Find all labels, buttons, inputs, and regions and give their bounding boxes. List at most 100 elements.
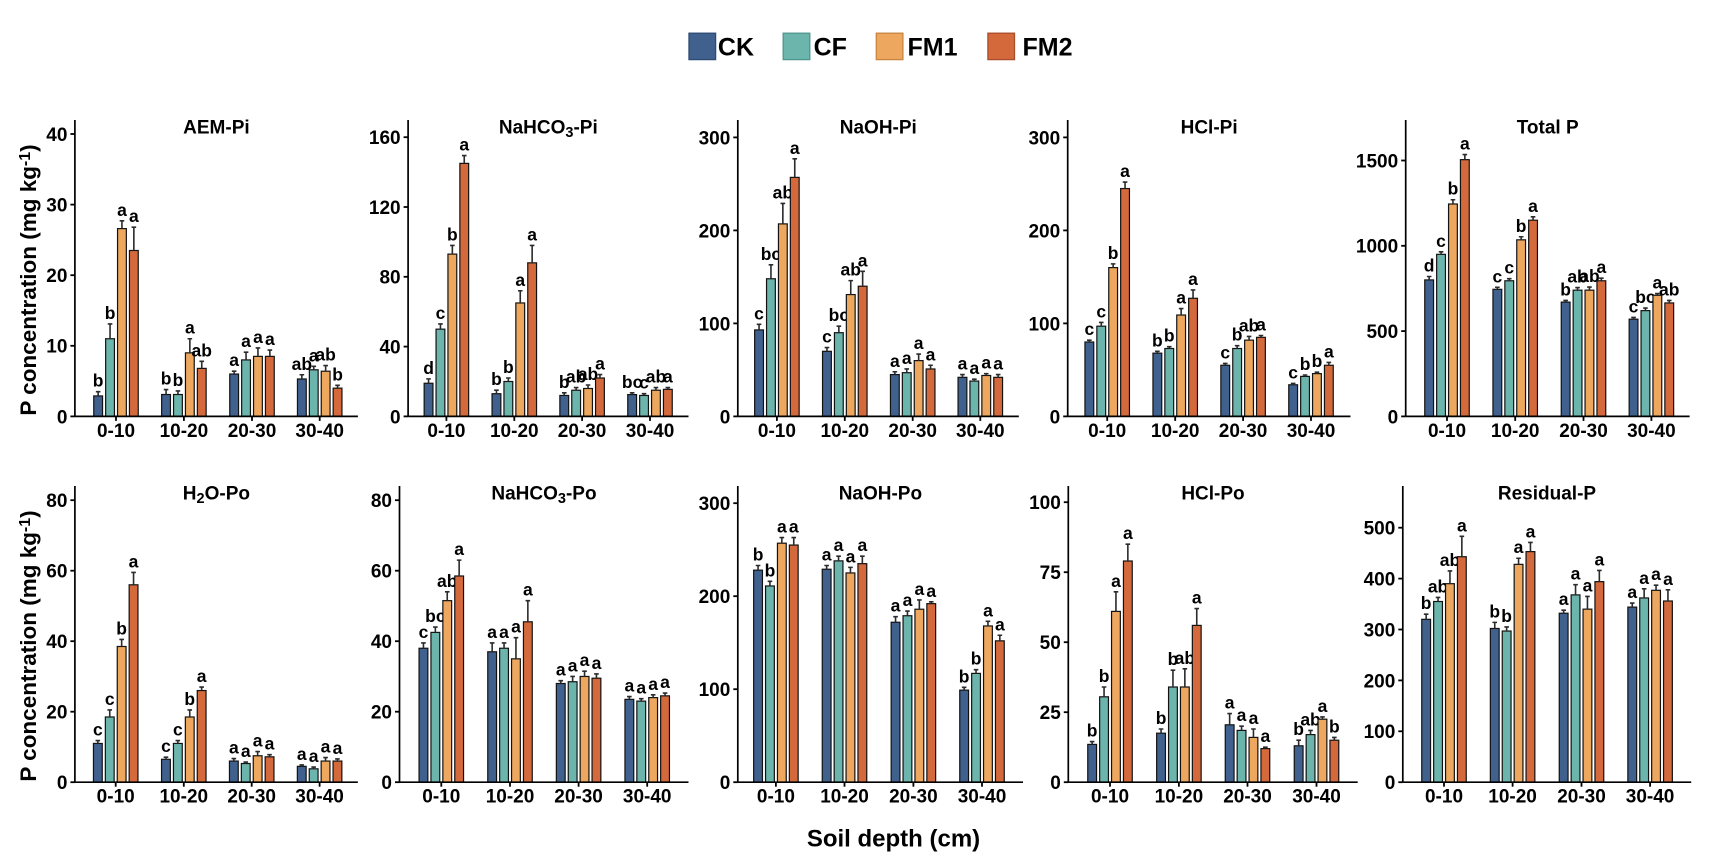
svg-text:b: b [1099,666,1110,686]
svg-text:40: 40 [371,632,392,653]
svg-text:a: a [789,517,799,537]
svg-text:200: 200 [1028,221,1060,242]
svg-text:a: a [568,655,578,675]
svg-text:a: a [129,206,139,226]
svg-text:500: 500 [1366,322,1398,343]
svg-text:b: b [1516,216,1527,236]
svg-text:20-30: 20-30 [1557,787,1606,808]
svg-text:300: 300 [1028,128,1060,149]
svg-text:0-10: 0-10 [1425,787,1463,808]
svg-text:a: a [297,744,307,764]
svg-text:ab: ab [1300,709,1320,729]
svg-text:100: 100 [1028,314,1060,335]
svg-text:a: a [926,581,936,601]
svg-text:b: b [971,649,982,669]
svg-text:b: b [173,370,184,390]
svg-text:0-10: 0-10 [1091,787,1129,808]
svg-text:0-10: 0-10 [758,421,796,442]
svg-text:a: a [511,617,521,637]
svg-text:CF: CF [814,33,847,61]
svg-text:b: b [93,371,104,391]
svg-text:a: a [1256,314,1266,334]
svg-text:10-20: 10-20 [1491,421,1540,442]
svg-text:300: 300 [1364,620,1396,641]
svg-text:a: a [1528,196,1538,216]
svg-text:c: c [173,720,183,740]
svg-text:a: a [858,250,868,270]
svg-text:30-40: 30-40 [626,421,675,442]
svg-text:a: a [1123,523,1133,543]
svg-text:a: a [983,600,993,620]
svg-text:c: c [754,303,764,323]
svg-text:a: a [1260,726,1270,746]
svg-text:40: 40 [46,125,67,146]
svg-text:200: 200 [1364,671,1396,692]
svg-text:b: b [1232,325,1243,345]
svg-text:a: a [1188,269,1198,289]
svg-text:0: 0 [1050,407,1061,428]
svg-text:c: c [105,689,115,709]
svg-text:30-40: 30-40 [295,787,344,808]
svg-text:30-40: 30-40 [1627,421,1676,442]
svg-text:30-40: 30-40 [1292,787,1341,808]
svg-text:b: b [1156,708,1167,728]
svg-text:a: a [241,741,251,761]
svg-text:c: c [822,327,832,347]
svg-text:0-10: 0-10 [97,787,135,808]
svg-text:c: c [1504,258,1514,278]
svg-text:10-20: 10-20 [159,787,208,808]
svg-text:20: 20 [46,703,67,724]
svg-text:0: 0 [57,773,68,794]
svg-text:NaHCO3​-Po: NaHCO3​-Po [491,484,596,508]
svg-text:20: 20 [371,703,392,724]
svg-text:ab: ab [773,182,793,202]
svg-text:b: b [184,689,195,709]
svg-text:b: b [491,369,502,389]
svg-text:NaOH-Pi: NaOH-Pi [840,118,917,139]
svg-text:a: a [265,329,275,349]
svg-text:Residual-P: Residual-P [1498,484,1597,505]
svg-text:a: a [1594,549,1604,569]
svg-text:20-30: 20-30 [888,421,937,442]
svg-text:a: a [1651,564,1661,584]
svg-text:40: 40 [379,338,400,359]
svg-text:a: a [846,546,856,566]
svg-text:20-30: 20-30 [1219,421,1268,442]
svg-text:c: c [436,303,446,323]
svg-text:120: 120 [369,198,401,219]
svg-text:c: c [1629,296,1639,316]
svg-text:0-10: 0-10 [1428,421,1466,442]
svg-text:b: b [559,372,570,392]
svg-text:a: a [1225,693,1235,713]
svg-text:100: 100 [1364,722,1396,743]
svg-text:60: 60 [371,562,392,583]
svg-text:a: a [914,333,924,353]
svg-text:a: a [663,367,673,387]
svg-text:a: a [1460,134,1470,154]
svg-text:a: a [857,535,867,555]
svg-text:0: 0 [390,407,401,428]
svg-text:10-20: 10-20 [1151,421,1200,442]
svg-text:30-40: 30-40 [1626,787,1675,808]
svg-text:a: a [592,653,602,673]
svg-text:ab: ab [1440,550,1460,570]
svg-text:a: a [648,674,658,694]
svg-text:c: c [419,622,429,642]
svg-text:ab: ab [292,354,312,374]
svg-text:a: a [229,738,239,758]
svg-text:10-20: 10-20 [820,421,869,442]
svg-text:bc: bc [622,372,643,392]
svg-text:bc: bc [829,305,850,325]
svg-text:NaHCO3​-Pi: NaHCO3​-Pi [499,118,598,142]
svg-text:a: a [1318,696,1328,716]
svg-text:20-30: 20-30 [1559,421,1608,442]
svg-text:a: a [454,539,464,559]
svg-text:10-20: 10-20 [486,787,535,808]
svg-text:a: a [1324,341,1334,361]
svg-text:10-20: 10-20 [160,421,209,442]
svg-text:10: 10 [46,337,67,358]
svg-text:10-20: 10-20 [490,421,539,442]
svg-text:b: b [1108,243,1119,263]
svg-text:0: 0 [1388,407,1399,428]
svg-text:d: d [1424,256,1435,276]
